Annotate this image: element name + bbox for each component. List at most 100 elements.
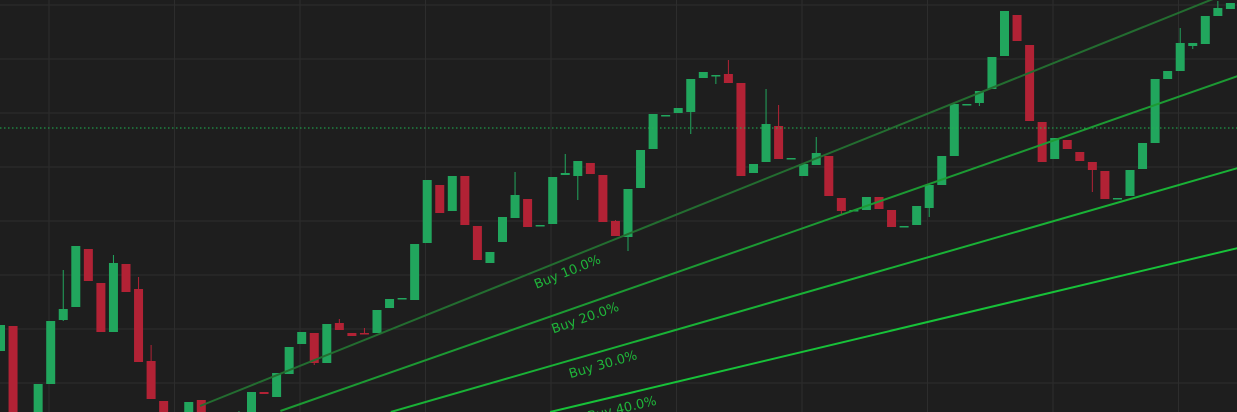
candle-body: [799, 164, 809, 176]
candle-body: [472, 226, 482, 260]
candle-body: [46, 321, 56, 384]
candle-up: [1112, 198, 1122, 200]
candle-down: [435, 185, 445, 213]
candle-down: [259, 392, 269, 394]
candle-up: [108, 255, 118, 332]
candle-body: [1025, 45, 1035, 121]
candle-body: [1225, 3, 1235, 9]
candle-body: [309, 333, 319, 363]
candle-up: [1175, 28, 1185, 71]
candle-up: [1213, 1, 1223, 16]
candle-body: [786, 158, 796, 160]
candle-body: [610, 221, 620, 236]
candle-down: [1012, 15, 1022, 41]
candle-down: [824, 156, 834, 196]
candle-down: [472, 226, 482, 260]
trend-line-buy-40[interactable]: [549, 247, 1237, 412]
trend-lines[interactable]: [199, 0, 1237, 412]
candle-up: [71, 246, 81, 307]
candle-body: [723, 74, 733, 83]
candle-down: [159, 401, 169, 412]
candle-body: [523, 199, 533, 227]
candle-up: [548, 177, 558, 224]
candle-body: [422, 180, 432, 243]
candle-down: [836, 198, 846, 214]
candle-body: [322, 324, 332, 363]
candle-body: [548, 177, 558, 224]
candle-body: [887, 210, 897, 227]
candle-up: [410, 244, 420, 300]
candle-up: [385, 299, 395, 308]
candle-body: [1075, 152, 1085, 161]
candle-up: [0, 325, 5, 351]
candle-body: [159, 401, 169, 412]
candle-up: [1188, 43, 1198, 49]
candle-down: [610, 220, 620, 236]
candle-up: [184, 402, 194, 412]
candle-body: [535, 225, 545, 227]
candle-body: [108, 263, 118, 332]
candle-up: [811, 137, 821, 165]
candle-down: [598, 175, 608, 222]
candle-body: [962, 104, 972, 106]
candle-body: [573, 161, 583, 176]
candle-body: [698, 72, 708, 78]
candle-down: [96, 283, 106, 332]
candle-up: [510, 172, 520, 218]
candle-body: [1050, 138, 1060, 159]
candle-body: [987, 57, 997, 89]
trend-label-buy-40: Buy 40.0%: [586, 394, 658, 412]
candle-down: [1062, 140, 1072, 149]
candle-up: [485, 252, 495, 263]
candle-body: [711, 75, 721, 77]
candle-down: [887, 210, 897, 227]
candle-body: [447, 176, 457, 211]
candle-body: [372, 310, 382, 333]
candle-down: [83, 249, 93, 281]
candle-up: [58, 270, 68, 321]
candle-body: [397, 298, 407, 300]
trend-line-buy-30[interactable]: [390, 167, 1237, 412]
candle-body: [585, 163, 595, 174]
candle-body: [1150, 79, 1160, 143]
candle-down: [1100, 171, 1110, 199]
candle-down: [134, 277, 144, 362]
candle-down: [1075, 152, 1085, 161]
candle-body: [1175, 43, 1185, 71]
candle-body: [334, 323, 344, 330]
candle-up: [372, 310, 382, 333]
candle-body: [0, 325, 5, 351]
candle-body: [435, 185, 445, 213]
trend-line-buy-20[interactable]: [280, 75, 1237, 412]
candle-body: [498, 217, 507, 242]
candle-body: [33, 384, 43, 412]
candle-body: [623, 189, 633, 237]
candle-body: [259, 392, 269, 394]
candle-up: [661, 115, 671, 117]
candle-body: [460, 176, 470, 225]
candle-body: [83, 249, 93, 281]
candle-body: [8, 326, 18, 412]
candle-body: [1112, 198, 1122, 200]
candle-body: [924, 185, 934, 208]
candle-body: [1000, 11, 1009, 56]
candle-down: [146, 345, 156, 399]
candle-body: [861, 197, 871, 210]
candle-body: [774, 126, 784, 159]
candle-up: [1050, 138, 1060, 159]
candle-body: [71, 246, 81, 307]
candle-down: [874, 197, 884, 209]
candle-body: [1213, 8, 1223, 16]
candle-up: [498, 217, 507, 242]
candle-up: [297, 332, 307, 344]
candle-body: [146, 361, 156, 399]
candle-body: [1163, 71, 1173, 79]
trend-label-buy-30: Buy 30.0%: [567, 348, 639, 382]
candle-up: [711, 75, 721, 84]
trend-line-buy-10[interactable]: [199, 0, 1237, 407]
candle-down: [774, 105, 784, 159]
candle-up: [1138, 143, 1148, 169]
